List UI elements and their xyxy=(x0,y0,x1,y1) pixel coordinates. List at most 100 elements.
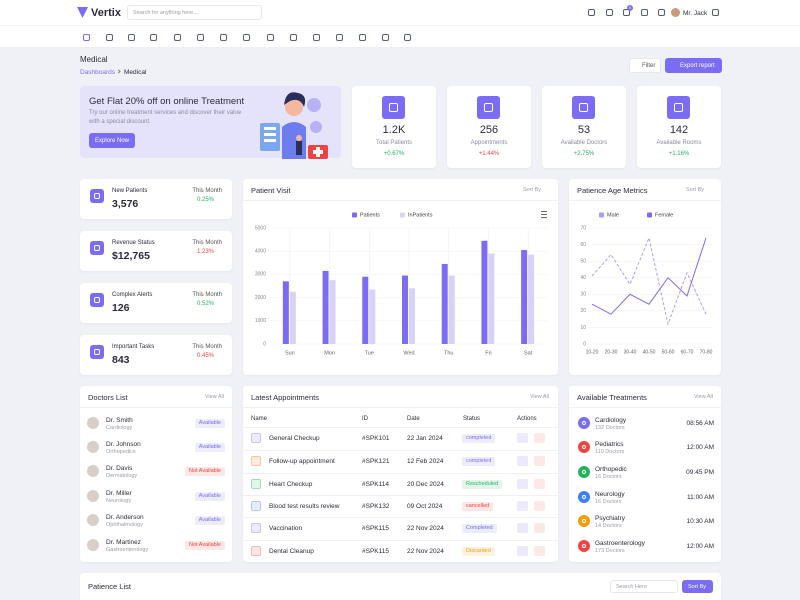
stat-change: +1.16% xyxy=(668,151,690,157)
nav-icon[interactable] xyxy=(313,34,320,41)
metric-icon-glyph xyxy=(94,193,100,199)
treatment-name: Cardiology xyxy=(595,416,627,424)
doctor-status: Available xyxy=(194,443,225,452)
filter-button[interactable] xyxy=(629,58,661,73)
metric-label: Revenue Status xyxy=(112,240,155,246)
nav-icon[interactable] xyxy=(220,34,227,41)
sort-button[interactable] xyxy=(682,580,713,593)
appointment-id: #SPK121 xyxy=(362,457,390,465)
chart-menu[interactable] xyxy=(541,217,547,218)
header-icon[interactable] xyxy=(658,9,665,16)
breadcrumb: Medical xyxy=(124,68,147,76)
metric-icon xyxy=(90,189,104,203)
divider xyxy=(243,200,558,201)
metric-icon-glyph xyxy=(94,297,100,303)
doctor-name: Dr. Davis xyxy=(106,464,133,472)
nav-icon[interactable] xyxy=(404,34,411,41)
user-name: Mr. Jack xyxy=(683,9,708,17)
doctor-dept: Ophthalmology xyxy=(106,521,143,528)
header-icon[interactable] xyxy=(623,9,630,16)
divider xyxy=(243,495,558,496)
export-button[interactable] xyxy=(665,58,722,73)
approve-button[interactable] xyxy=(517,456,528,466)
metric-value: 843 xyxy=(112,353,130,366)
stat-value: 256 xyxy=(479,124,499,136)
stat-label: Available Rooms xyxy=(656,140,702,146)
treatment-doctors: 110 Doctors xyxy=(595,448,625,455)
divider xyxy=(243,473,558,474)
stat-icon-glyph xyxy=(673,102,684,113)
divider xyxy=(243,517,558,518)
approve-button[interactable] xyxy=(517,523,528,533)
sort-menu: Sort By xyxy=(685,186,704,193)
treatment-icon-glyph xyxy=(581,469,587,475)
metric-card xyxy=(80,283,232,323)
approve-button[interactable] xyxy=(517,433,528,443)
nav-icon[interactable] xyxy=(382,34,389,41)
sort-menu: Sort By xyxy=(522,186,541,193)
doctor-status: Not Available xyxy=(184,467,225,476)
chart-menu[interactable] xyxy=(541,214,547,215)
nav-icon[interactable] xyxy=(243,34,250,41)
treatment-icon xyxy=(578,466,590,478)
divider xyxy=(569,407,721,408)
chart-menu[interactable] xyxy=(541,211,547,212)
nav-icon[interactable] xyxy=(359,34,366,41)
header-icon[interactable] xyxy=(641,9,648,16)
metric-card xyxy=(80,231,232,271)
treatment-icon-glyph xyxy=(581,494,587,500)
avatar[interactable] xyxy=(671,8,680,17)
card-title: Available Treatments xyxy=(577,392,647,402)
doctor-avatar xyxy=(87,441,99,453)
reject-button[interactable] xyxy=(534,433,545,443)
search-box[interactable] xyxy=(127,5,262,20)
metric-icon-glyph xyxy=(94,349,100,355)
header-icon[interactable] xyxy=(606,9,613,16)
nav-icon[interactable] xyxy=(106,34,113,41)
card-title: Patience List xyxy=(88,581,131,591)
treatment-name: Orthopedic xyxy=(595,465,627,473)
doctor-name: Dr. Anderson xyxy=(106,513,144,521)
approve-button[interactable] xyxy=(517,501,528,511)
stat-value: 142 xyxy=(669,124,689,136)
reject-button[interactable] xyxy=(534,456,545,466)
nav-icon[interactable] xyxy=(83,34,90,41)
metric-card xyxy=(80,335,232,375)
patients-search[interactable] xyxy=(610,580,678,593)
approve-button[interactable] xyxy=(517,546,528,556)
nav-icon[interactable] xyxy=(128,34,135,41)
divider xyxy=(243,540,558,541)
treatment-icon-glyph xyxy=(581,444,587,450)
nav-icon[interactable] xyxy=(174,34,181,41)
nav-icon[interactable] xyxy=(267,34,274,41)
treatments-card xyxy=(569,386,721,562)
appointment-icon xyxy=(251,479,261,489)
reject-button[interactable] xyxy=(534,501,545,511)
reject-button[interactable] xyxy=(534,546,545,556)
reject-button[interactable] xyxy=(534,523,545,533)
treatment-time: 12:00 AM xyxy=(686,542,714,550)
nav-icon[interactable] xyxy=(336,34,343,41)
divider xyxy=(569,200,721,201)
reject-button[interactable] xyxy=(534,479,545,489)
treatment-time: 08:56 AM xyxy=(686,419,714,427)
treatment-time: 09:45 PM xyxy=(686,468,714,476)
appointment-status: Rescheduled xyxy=(462,480,503,489)
explore-button[interactable] xyxy=(89,133,135,148)
appointment-status: Discarded xyxy=(462,547,495,556)
header-icon[interactable] xyxy=(712,9,719,16)
approve-button[interactable] xyxy=(517,479,528,489)
age-metrics-card xyxy=(569,179,721,375)
nav-bar xyxy=(0,26,800,48)
metric-period: This Month xyxy=(192,240,222,246)
export-label: Export report xyxy=(680,63,715,69)
card-title: Latest Appointments xyxy=(251,392,319,402)
treatment-icon xyxy=(578,515,590,527)
header-icon[interactable] xyxy=(588,9,595,16)
stat-change: +0.67% xyxy=(383,151,405,157)
nav-icon[interactable] xyxy=(150,34,157,41)
nav-icon[interactable] xyxy=(290,34,297,41)
nav-icon[interactable] xyxy=(197,34,204,41)
doctor-status: Available xyxy=(194,419,225,428)
